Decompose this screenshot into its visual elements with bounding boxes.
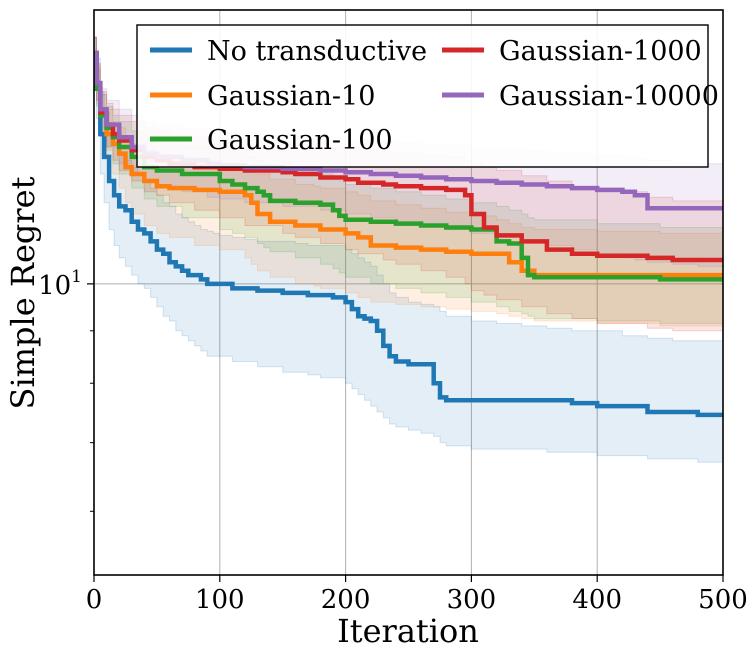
legend-label-gaussian-100: Gaussian-100 (207, 125, 393, 156)
legend: No transductive Gaussian-10 Gaussian-100… (136, 24, 719, 168)
series-line-gaussian-10 (94, 50, 723, 278)
legend-box (136, 24, 709, 168)
axis-ticks: 0 100 200 300 400 500 101 (38, 267, 748, 615)
x-axis-title: Iteration (337, 612, 479, 650)
x-tick-label-500: 500 (698, 585, 748, 615)
legend-label-gaussian-10000: Gaussian-10000 (499, 81, 719, 112)
x-tick-label-100: 100 (195, 585, 245, 615)
series-line-gaussian-1000 (94, 50, 723, 263)
series-line-gaussian-10000 (94, 50, 723, 211)
legend-label-gaussian-1000: Gaussian-1000 (499, 36, 702, 67)
legend-label-gaussian-10: Gaussian-10 (207, 81, 375, 112)
y-axis-title: Simple Regret (4, 176, 42, 409)
series-lines (94, 50, 723, 418)
y-tick-label-10: 101 (38, 267, 82, 301)
legend-item-gaussian-10: Gaussian-10 (150, 81, 375, 112)
legend-label-no-transductive: No transductive (207, 36, 427, 67)
x-tick-label-0: 0 (86, 585, 103, 615)
legend-item-no-transductive: No transductive (150, 36, 427, 67)
plot-frame (93, 9, 724, 576)
band-no-transductive (93, 36, 724, 463)
series-line-gaussian-100 (94, 50, 723, 282)
y-tick-label-exponent: 1 (71, 267, 82, 287)
legend-item-gaussian-1000: Gaussian-1000 (442, 36, 702, 67)
legend-item-gaussian-100: Gaussian-100 (150, 125, 393, 156)
x-tick-label-300: 300 (447, 585, 497, 615)
y-tick-label-base: 10 (38, 271, 71, 301)
x-tick-label-200: 200 (321, 585, 371, 615)
series-line-no-transductive (94, 50, 723, 418)
x-tick-label-400: 400 (572, 585, 622, 615)
legend-item-gaussian-10000: Gaussian-10000 (442, 81, 719, 112)
